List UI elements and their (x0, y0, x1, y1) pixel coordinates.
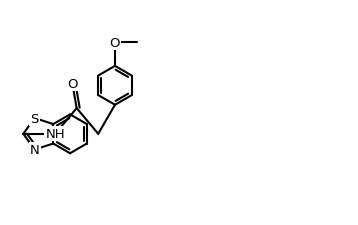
Text: S: S (30, 112, 39, 125)
Text: O: O (67, 77, 78, 90)
Text: N: N (30, 143, 40, 156)
Text: NH: NH (45, 128, 65, 141)
Text: O: O (110, 37, 120, 50)
